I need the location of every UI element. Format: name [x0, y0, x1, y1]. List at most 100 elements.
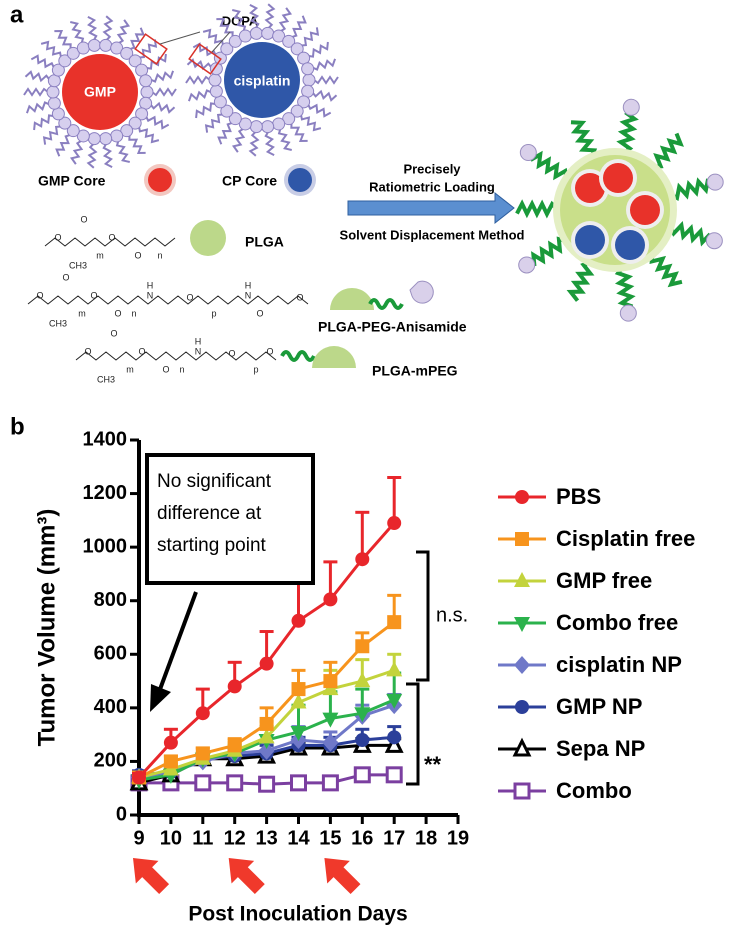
lipid-tail [87, 16, 98, 41]
marker [514, 656, 530, 674]
marker [512, 737, 532, 757]
lipid-tail [291, 15, 307, 39]
lipid-head [66, 124, 80, 138]
bracket [406, 682, 420, 786]
lipid-tail [23, 87, 49, 97]
lipid-tail [145, 115, 170, 130]
legend-label: cisplatin NP [556, 652, 682, 677]
atom-label: O [110, 328, 117, 338]
marker [227, 679, 242, 694]
legend-label: Sepa NP [556, 736, 645, 761]
lipid-tail [42, 125, 62, 145]
legend-label: Cisplatin free [556, 526, 695, 551]
atom-label: O [36, 290, 43, 300]
lipid-head [110, 129, 124, 143]
marker [323, 674, 338, 689]
marker [290, 725, 307, 741]
marker [321, 774, 339, 792]
arrow-label: Precisely [403, 161, 461, 176]
y-tick-label: 0 [116, 803, 127, 825]
backbone [75, 351, 277, 361]
lipid-tail [299, 114, 322, 132]
anisamide [705, 232, 723, 250]
marker [387, 730, 402, 745]
dopa-box [134, 33, 168, 65]
anisamide [619, 304, 637, 322]
lipid-tail [232, 9, 247, 32]
lipid-tail [300, 27, 320, 47]
backbone [44, 237, 176, 247]
lipid-head [87, 132, 101, 146]
lipid-head [282, 112, 296, 126]
atom-label: N [245, 290, 252, 300]
marker [163, 754, 178, 769]
marker [291, 682, 306, 697]
marker [258, 775, 276, 793]
lipid-head [290, 104, 304, 118]
np-core [630, 195, 660, 225]
lipid-head [128, 54, 142, 68]
marker [322, 712, 339, 728]
peg-chain [616, 110, 639, 155]
lipid-tail [195, 102, 217, 119]
marker [386, 661, 403, 677]
marker [355, 552, 370, 567]
atom-label: n [157, 250, 162, 260]
marker [355, 733, 370, 747]
anisamide [622, 98, 640, 116]
lipid-tail [264, 131, 275, 156]
legend-label: GMP NP [556, 694, 642, 719]
x-tick-label: 9 [133, 827, 144, 849]
arrow-shape [324, 858, 361, 895]
particles [23, 3, 724, 322]
lipid-tail [277, 128, 292, 151]
atom-label: H [195, 336, 202, 346]
y-tick-label: 1400 [83, 428, 128, 450]
lipid-head [140, 85, 154, 99]
atom-label: O [162, 364, 169, 374]
lipid-head [272, 29, 286, 43]
lipid-tail [30, 54, 55, 69]
x-tick-label: 17 [383, 827, 405, 849]
lipid-head [99, 132, 113, 146]
bracket-label: ** [424, 752, 442, 777]
gmp-particle-label: GMP [84, 84, 116, 100]
marker [387, 516, 402, 531]
atom-label: m [126, 364, 134, 374]
atom-label: O [54, 232, 61, 242]
marker [354, 707, 371, 723]
lipid-tail [187, 89, 212, 102]
chart: 0 200 400 600 800 1000 1200 1400 9 10 11 12 13 14 15 16… [33, 428, 695, 925]
marker [514, 617, 530, 632]
peg-chain [368, 298, 404, 310]
marker [226, 774, 244, 792]
half-sphere [312, 346, 356, 368]
lipid-head [302, 73, 316, 87]
lipid-tail [129, 27, 145, 51]
bracket-label: n.s. [436, 604, 468, 626]
pointer [211, 31, 231, 53]
y-tick-label: 800 [94, 589, 127, 611]
y-tick-label: 200 [94, 750, 127, 772]
marker [515, 532, 529, 546]
lipid-head [282, 34, 296, 48]
peg-chain [669, 177, 711, 202]
atom-label: p [253, 364, 258, 374]
atom-label: O [228, 348, 235, 358]
lipid-head [76, 41, 90, 55]
marker [385, 766, 403, 784]
y-tick-label: 600 [94, 643, 127, 665]
plga-label: PLGA [245, 234, 284, 250]
panel-label: b [10, 413, 25, 440]
anisamide [518, 256, 536, 274]
lipid-tail [33, 114, 55, 131]
y-tick-label: 1200 [83, 482, 128, 504]
lipid-tail [264, 3, 276, 30]
lipid-head [51, 63, 65, 77]
treatment-arrow [228, 858, 265, 895]
lipid-head [87, 38, 101, 52]
plga-mpeg-label: PLGA-mPEG [372, 363, 458, 379]
lipid-tail [249, 4, 260, 29]
marker [195, 746, 210, 761]
